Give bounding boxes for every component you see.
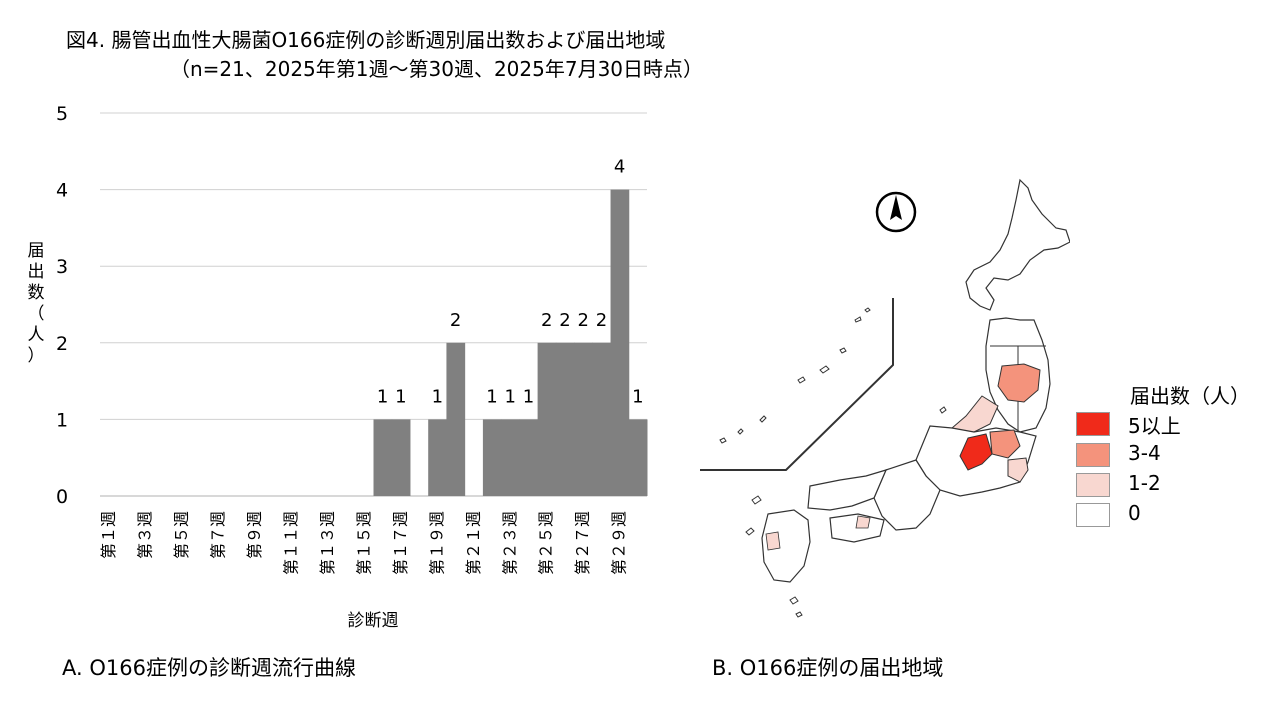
y-tick-label: 3 — [56, 256, 68, 278]
x-tick-label: 第９週 — [245, 511, 264, 559]
y-axis-title-char: ） — [28, 346, 45, 366]
legend-item-3-4: 3-4 — [1074, 439, 1280, 469]
data-label: 1 — [486, 386, 497, 407]
y-tick-label: 5 — [56, 103, 68, 125]
x-tick-label: 第２５週 — [537, 511, 556, 575]
caption-epidemic-curve: A. O166症例の診断週流行曲線 — [62, 656, 356, 680]
x-tick-label: 第５週 — [172, 511, 191, 559]
data-label: 2 — [577, 310, 588, 331]
x-tick-label: 第１１週 — [281, 511, 300, 575]
y-axis-title-char: 届 — [28, 241, 45, 261]
bar — [628, 419, 648, 496]
y-axis-title-char: 数 — [28, 283, 45, 303]
region-miyagi — [997, 363, 1041, 403]
bar — [537, 342, 557, 496]
bar — [610, 189, 630, 496]
chugoku — [807, 469, 888, 511]
okinawa-islands — [719, 307, 871, 444]
x-tick-label: 第１９週 — [427, 511, 446, 575]
x-tick-label: 第１５週 — [354, 511, 373, 575]
y-tick-label: 4 — [56, 180, 68, 202]
data-label: 1 — [395, 386, 406, 407]
caption-notification-map: B. O166症例の届出地域 — [712, 656, 944, 680]
x-tick-label: 第１週 — [99, 511, 118, 559]
bar — [501, 419, 520, 496]
legend-item-0: 0 — [1074, 499, 1280, 529]
bar — [391, 419, 411, 496]
chart-title-line-2: （n=21、2025年第1週～第30週、2025年7月30日時点） — [170, 57, 704, 81]
japan-map — [700, 178, 1070, 618]
legend-label-3-4: 3-4 — [1128, 441, 1161, 465]
y-axis-title-char: 人 — [28, 325, 45, 345]
data-label: 1 — [505, 386, 516, 407]
legend-label-0: 0 — [1128, 501, 1141, 525]
data-label: 2 — [559, 310, 570, 331]
kyushu — [761, 509, 811, 583]
data-label: 1 — [377, 386, 388, 407]
y-tick-label: 2 — [56, 333, 68, 355]
y-tick-label: 0 — [56, 486, 68, 508]
small-islands — [745, 406, 947, 618]
bar — [574, 342, 593, 496]
legend-label-5plus: 5以上 — [1128, 414, 1181, 438]
legend-title: 届出数（人） — [1130, 384, 1250, 408]
data-label: 2 — [450, 310, 461, 331]
bar — [555, 342, 575, 496]
legend-swatch-5plus — [1076, 412, 1110, 436]
bar — [592, 342, 612, 496]
x-tick-label: 第２９週 — [610, 511, 629, 575]
x-axis-title: 診断週 — [348, 611, 399, 631]
north-arrow-icon — [875, 191, 917, 233]
data-label: 2 — [541, 310, 552, 331]
hokkaido — [965, 178, 1070, 311]
chart-title-line-1: 図4. 腸管出血性大腸菌O166症例の診断週別届出数および届出地域 — [66, 28, 666, 52]
legend-label-1-2: 1-2 — [1128, 471, 1161, 495]
kinki — [873, 459, 941, 531]
bar — [446, 342, 466, 496]
bar — [519, 419, 539, 496]
region-gunma — [989, 429, 1021, 459]
y-tick-label: 1 — [56, 409, 68, 431]
data-label: 2 — [596, 310, 607, 331]
x-tick-label: 第１７週 — [391, 511, 410, 575]
y-axis-title-char: （ — [28, 304, 45, 324]
x-tick-label: 第２１週 — [464, 511, 483, 575]
data-label: 1 — [523, 386, 534, 407]
data-label: 1 — [632, 386, 643, 407]
region-kyushu-shaded — [765, 531, 781, 551]
bar — [428, 419, 447, 496]
y-axis-title-char: 出 — [28, 262, 45, 282]
x-tick-label: 第３週 — [136, 511, 155, 559]
x-tick-label: 第７週 — [209, 511, 228, 559]
legend-swatch-1-2 — [1076, 473, 1110, 497]
data-label: 1 — [432, 386, 443, 407]
x-tick-label: 第２３週 — [500, 511, 519, 575]
region-chiba — [1007, 457, 1029, 483]
x-tick-label: 第２７週 — [573, 511, 592, 575]
region-nagano — [959, 433, 993, 471]
region-shikoku-shaded — [855, 515, 871, 529]
legend-item-1-2: 1-2 — [1074, 469, 1280, 499]
okinawa-inset-frame — [700, 298, 894, 471]
legend-swatch-0 — [1076, 503, 1110, 527]
data-label: 4 — [614, 157, 625, 178]
x-tick-label: 第１３週 — [318, 511, 337, 575]
legend-swatch-3-4 — [1076, 443, 1110, 467]
bar — [373, 419, 393, 496]
bar — [482, 419, 502, 496]
legend-item-5plus: 5以上 — [1074, 408, 1280, 438]
